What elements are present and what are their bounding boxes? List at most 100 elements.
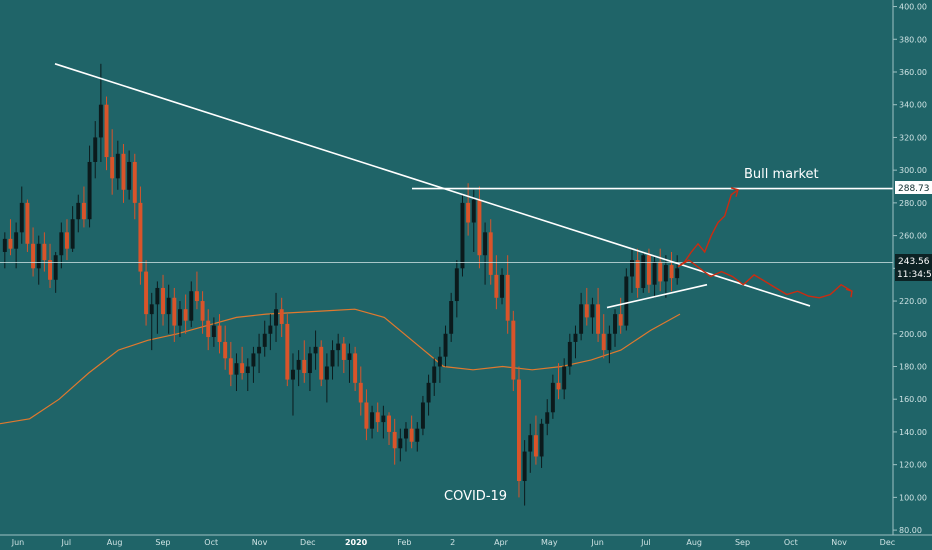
- candle-body: [319, 346, 324, 380]
- candle-body: [545, 412, 550, 424]
- x-tick-label: Sep: [735, 538, 750, 547]
- candle-body: [347, 353, 352, 360]
- covid-label: COVID-19: [444, 489, 507, 504]
- x-tick-label: Feb: [397, 538, 411, 547]
- descending-trendline[interactable]: [54, 63, 811, 307]
- x-tick-label: Jul: [60, 538, 71, 547]
- x-tick-label: 2020: [345, 538, 368, 547]
- candle-body: [454, 268, 459, 302]
- candle-body: [64, 232, 69, 249]
- candle-body: [206, 320, 211, 338]
- candle-body: [336, 343, 341, 351]
- candle-body: [443, 333, 448, 357]
- candle-body: [36, 243, 41, 269]
- y-tick-label: 380.00: [899, 35, 927, 44]
- candle-body: [161, 287, 166, 315]
- candle-body: [471, 199, 476, 223]
- candle-body: [669, 265, 674, 279]
- x-tick-label: Dec: [880, 538, 895, 547]
- candle-body: [505, 274, 510, 321]
- candle-body: [567, 341, 572, 367]
- candle-body: [579, 304, 584, 334]
- candle-body: [93, 137, 98, 162]
- candle-body: [516, 379, 521, 482]
- x-tick-label: Sep: [155, 538, 170, 547]
- candle-body: [364, 402, 369, 429]
- last-price-badge-bg: [895, 254, 932, 281]
- level-badge: 288.73: [895, 181, 932, 194]
- candle-body: [177, 309, 182, 326]
- candle-body: [432, 366, 437, 383]
- candle-body: [483, 232, 488, 256]
- bull-projection-path: [677, 189, 739, 268]
- candle-body: [115, 153, 120, 179]
- candle-body: [302, 359, 307, 374]
- candle-body: [228, 358, 233, 375]
- candle-body: [675, 268, 680, 279]
- candle-body: [285, 323, 290, 380]
- candle-body: [19, 202, 24, 233]
- candle-body: [370, 412, 375, 429]
- candle-body: [437, 356, 442, 367]
- candle-body: [584, 304, 589, 318]
- rising-support-line[interactable]: [606, 283, 708, 309]
- candle-body: [392, 431, 397, 449]
- candle-body: [556, 382, 561, 390]
- candle-body: [511, 320, 516, 380]
- candle-body: [387, 415, 392, 432]
- candle-body: [166, 297, 171, 315]
- candle-body: [590, 304, 595, 318]
- candle-body: [539, 423, 544, 457]
- countdown-value: 11:34:50: [897, 270, 932, 280]
- candle-body: [307, 353, 312, 374]
- x-tick-label: Aug: [686, 538, 702, 547]
- candle-body: [149, 304, 154, 315]
- candle-body: [420, 402, 425, 429]
- drawing-layer[interactable]: [0, 63, 893, 309]
- candle-body: [613, 314, 618, 334]
- candle-body: [211, 325, 216, 338]
- candle-body: [59, 232, 64, 256]
- candle-body: [500, 274, 505, 298]
- x-tick-label: 2: [450, 538, 455, 547]
- candle-body: [290, 369, 295, 380]
- candle-body: [183, 309, 188, 321]
- y-tick-label: 120.00: [899, 461, 927, 470]
- candle-body: [144, 271, 149, 315]
- time-axis[interactable]: Jun Jul Aug Sep Oct Nov Dec 2020 Feb 2 Apr May Jun Ju…: [0, 534, 932, 547]
- candle-body: [234, 363, 239, 375]
- y-tick-label: 160.00: [899, 395, 927, 404]
- candle-body: [449, 301, 454, 334]
- candle-body: [415, 428, 420, 442]
- candle-body: [573, 333, 578, 342]
- y-tick-label: 360.00: [899, 68, 927, 77]
- moving-average-layer: [0, 308, 681, 425]
- candle-body: [635, 260, 640, 288]
- projection-layer: [677, 187, 853, 299]
- candle-body: [138, 202, 143, 272]
- candle-body: [48, 260, 53, 280]
- candle-body: [477, 199, 482, 256]
- candle-body: [2, 238, 7, 252]
- candle-body: [562, 366, 567, 390]
- candle-body: [217, 325, 222, 342]
- candle-body: [81, 202, 86, 220]
- candle-body: [550, 382, 555, 413]
- x-tick-label: Jun: [11, 538, 25, 547]
- last-price-badge: 243.56 11:34:50: [895, 254, 932, 281]
- candle-body: [155, 287, 160, 305]
- candle-body: [313, 346, 318, 354]
- candle-body: [663, 265, 668, 282]
- y-tick-label: 100.00: [899, 493, 927, 502]
- candle-body: [398, 438, 403, 449]
- candle-body: [268, 325, 273, 334]
- candle-body: [127, 161, 132, 190]
- candle-body: [76, 202, 81, 220]
- y-tick-label: 80.00: [899, 526, 922, 535]
- x-tick-label: Nov: [252, 538, 268, 547]
- bull-market-label: Bull market: [744, 167, 819, 182]
- y-tick-label: 400.00: [899, 3, 927, 12]
- candle-body: [132, 161, 137, 203]
